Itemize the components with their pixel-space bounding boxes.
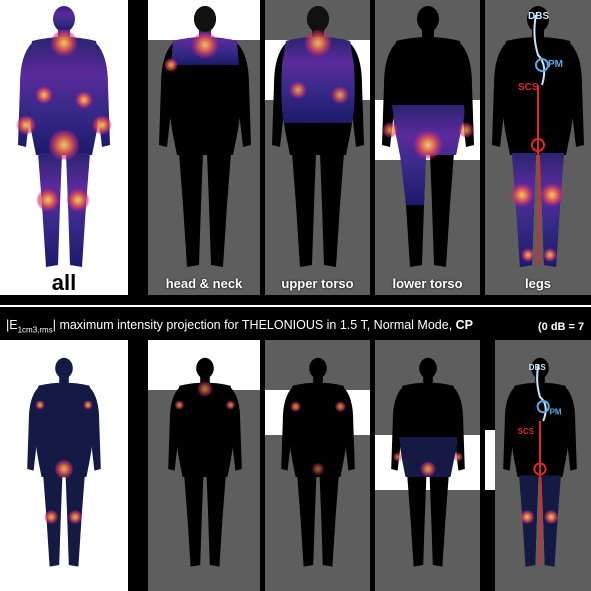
- label-legs: legs: [524, 276, 551, 291]
- body-head-neck-bottom: [168, 357, 242, 567]
- panel-legs-bottom-white: [485, 430, 495, 490]
- panel-lower-bottom-gray2: [375, 490, 480, 591]
- row-separator: [0, 305, 591, 307]
- tag-scs-top: SCS: [518, 82, 539, 93]
- body-legs-bottom: DBS PM SCS: [503, 357, 577, 567]
- body-all-bottom: [27, 357, 101, 567]
- panel-lower-top-gray2: [375, 160, 480, 295]
- tag-dbs-bottom: DBS: [529, 363, 547, 372]
- body-lower-torso-bottom: [391, 357, 465, 567]
- caption-text: | maximum intensity projection for THELO…: [52, 318, 456, 332]
- tag-pm-bottom: PM: [550, 408, 562, 417]
- tag-dbs-top: DBS: [528, 11, 549, 22]
- body-lower-torso-top: [382, 6, 474, 267]
- caption-prefix: |E: [6, 318, 18, 332]
- caption-right: (0 dB = 7: [538, 321, 585, 333]
- label-lower-torso: lower torso: [392, 276, 463, 291]
- caption-mode: CP: [455, 318, 474, 332]
- label-head-neck: head & neck: [165, 276, 243, 291]
- body-head-neck-top: [159, 6, 251, 267]
- label-all: all: [51, 270, 77, 295]
- tag-pm-top: PM: [548, 59, 563, 70]
- label-upper-torso: upper torso: [281, 276, 354, 291]
- body-all-top: [16, 6, 112, 267]
- body-upper-torso-top: [272, 6, 364, 267]
- caption-subscript: 1cm3,rms: [17, 325, 53, 335]
- body-legs-top: DBS PM SCS: [492, 6, 584, 267]
- body-upper-torso-bottom: [281, 357, 355, 567]
- figure-caption: |E1cm3,rms| maximum intensity projection…: [0, 312, 591, 338]
- tag-scs-bottom: SCS: [518, 427, 535, 436]
